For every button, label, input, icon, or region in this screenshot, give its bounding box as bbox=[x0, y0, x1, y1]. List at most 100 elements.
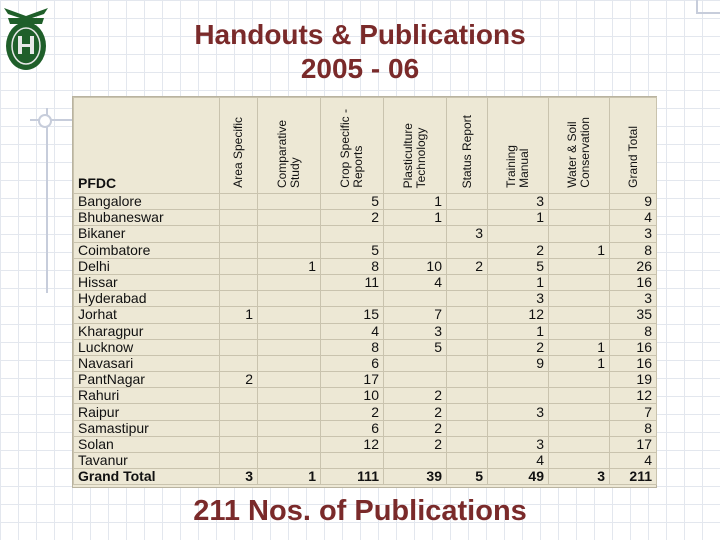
column-header: Grand Total bbox=[609, 97, 657, 194]
table-cell bbox=[219, 322, 258, 340]
table-cell: 4 bbox=[383, 273, 447, 292]
table-cell bbox=[257, 435, 321, 454]
table-cell: 4 bbox=[320, 322, 384, 340]
table-cell: 8 bbox=[320, 338, 384, 356]
table-cell bbox=[257, 387, 321, 405]
table-row: Navasari 6 9 1 16 bbox=[73, 354, 657, 373]
table-cell bbox=[446, 419, 488, 437]
title-line-1: Handouts & Publications bbox=[194, 19, 526, 50]
table-cell bbox=[548, 209, 610, 227]
table-cell: 3 bbox=[487, 403, 549, 421]
table-row: Tavanur 4 4 bbox=[73, 451, 657, 470]
table-cell: 12 bbox=[320, 435, 384, 454]
table-cell: 12 bbox=[487, 306, 549, 324]
column-header-label: Training Manual bbox=[504, 145, 531, 188]
table-cell bbox=[487, 371, 549, 389]
table-cell: 35 bbox=[609, 306, 657, 324]
table-cell bbox=[219, 290, 258, 308]
table-cell: 3 bbox=[609, 290, 657, 308]
table-cell bbox=[257, 354, 321, 373]
pfdc-name: Samastipur bbox=[73, 419, 220, 437]
table-cell: 3 bbox=[548, 468, 610, 486]
column-header-pfdc: PFDC bbox=[73, 97, 220, 194]
table-cell bbox=[548, 419, 610, 437]
table-row: Bikaner 3 3 bbox=[73, 225, 657, 243]
grand-total-row: Grand Total 3 1 111 39 5 49 3 211 bbox=[73, 468, 657, 486]
table-cell bbox=[383, 371, 447, 389]
column-header-label: Comparative Study bbox=[275, 119, 302, 188]
pfdc-name: Solan bbox=[73, 435, 220, 454]
table-cell bbox=[320, 225, 384, 243]
table-cell bbox=[257, 371, 321, 389]
table-cell: 8 bbox=[609, 419, 657, 437]
title-line-2: 2005 - 06 bbox=[300, 53, 420, 84]
table-row: Raipur 2 2 3 7 bbox=[73, 403, 657, 421]
pfdc-name: Kharagpur bbox=[73, 322, 220, 340]
pfdc-name: Delhi bbox=[73, 257, 220, 275]
table-cell: 9 bbox=[609, 192, 657, 211]
table-cell: 3 bbox=[609, 225, 657, 243]
table-cell bbox=[257, 306, 321, 324]
table-cell bbox=[548, 451, 610, 470]
table-cell: 6 bbox=[320, 419, 384, 437]
column-header: Water & Soil Conservation bbox=[548, 97, 610, 194]
table-cell bbox=[219, 225, 258, 243]
table-cell: 12 bbox=[609, 387, 657, 405]
table-cell bbox=[383, 354, 447, 373]
table-row: Bangalore 5 1 3 9 bbox=[73, 192, 657, 211]
table-cell: 2 bbox=[383, 387, 447, 405]
table-cell bbox=[219, 354, 258, 373]
table-cell: 7 bbox=[609, 403, 657, 421]
table-cell: 211 bbox=[609, 468, 657, 486]
table-cell bbox=[446, 209, 488, 227]
table-cell: 39 bbox=[383, 468, 447, 486]
table-cell bbox=[446, 403, 488, 421]
table-cell bbox=[257, 322, 321, 340]
table-cell: 5 bbox=[320, 241, 384, 259]
table-cell: 17 bbox=[609, 435, 657, 454]
table-row: Hyderabad 3 3 bbox=[73, 290, 657, 308]
table-cell bbox=[487, 225, 549, 243]
column-header: Plasticulture Technology bbox=[383, 97, 447, 194]
decorative-corner bbox=[696, 0, 720, 14]
table-cell bbox=[219, 209, 258, 227]
table-row: Jorhat 1 15 7 12 35 bbox=[73, 306, 657, 324]
table-cell bbox=[548, 322, 610, 340]
pfdc-name: Tavanur bbox=[73, 451, 220, 470]
table-cell: 1 bbox=[383, 192, 447, 211]
table-cell bbox=[548, 435, 610, 454]
table-cell bbox=[383, 225, 447, 243]
table-cell: 9 bbox=[487, 354, 549, 373]
table-cell bbox=[548, 192, 610, 211]
table-cell bbox=[383, 290, 447, 308]
pfdc-name: Rahuri bbox=[73, 387, 220, 405]
table-row: Bhubaneswar 2 1 1 4 bbox=[73, 209, 657, 227]
table-cell: 3 bbox=[487, 192, 549, 211]
table-cell bbox=[548, 290, 610, 308]
table-cell bbox=[383, 241, 447, 259]
table-cell bbox=[446, 338, 488, 356]
table-cell: 1 bbox=[219, 306, 258, 324]
table-cell bbox=[383, 451, 447, 470]
table-cell: 2 bbox=[219, 371, 258, 389]
column-header: Crop Specific - Reports bbox=[320, 97, 384, 194]
table-cell: 26 bbox=[609, 257, 657, 275]
column-header-label: Crop Specific - Reports bbox=[338, 109, 365, 188]
table-cell bbox=[257, 209, 321, 227]
table-cell bbox=[257, 290, 321, 308]
column-header: Status Report bbox=[446, 97, 488, 194]
table-cell: 2 bbox=[320, 403, 384, 421]
pfdc-name: Hissar bbox=[73, 273, 220, 292]
column-header: Comparative Study bbox=[257, 97, 321, 194]
pfdc-name: Hyderabad bbox=[73, 290, 220, 308]
publications-table-container: PFDC Area Specific Comparative Study Crop … bbox=[72, 96, 657, 488]
table-cell: 8 bbox=[320, 257, 384, 275]
table-cell bbox=[446, 354, 488, 373]
table-cell bbox=[257, 225, 321, 243]
table-cell: 1 bbox=[487, 273, 549, 292]
table-cell: 49 bbox=[487, 468, 549, 486]
table-cell: 5 bbox=[487, 257, 549, 275]
table-cell bbox=[257, 338, 321, 356]
decorative-line-vertical bbox=[46, 108, 48, 293]
table-cell bbox=[446, 371, 488, 389]
